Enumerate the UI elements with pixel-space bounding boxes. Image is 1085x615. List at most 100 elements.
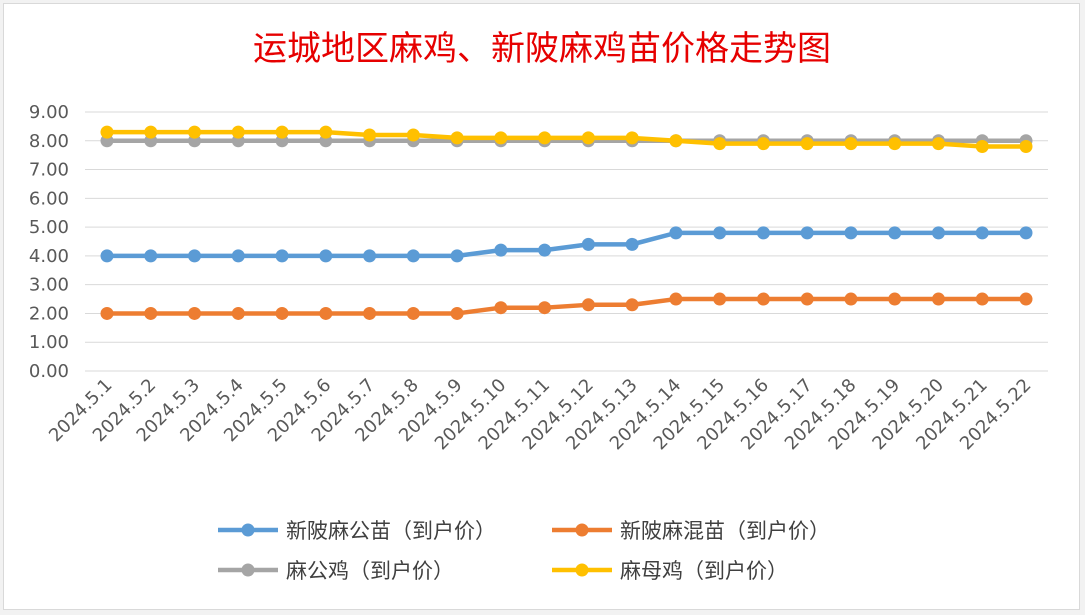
data-point (888, 226, 902, 240)
data-point (188, 125, 202, 139)
data-point (888, 292, 902, 306)
data-point (669, 292, 683, 306)
gridlines (85, 111, 1048, 372)
legend-swatch-marker (575, 563, 589, 577)
series-line (104, 129, 1029, 149)
series-line (104, 230, 1029, 259)
series-4 (100, 125, 1033, 154)
data-point (406, 249, 420, 263)
data-point (275, 306, 289, 320)
legend-swatch-marker (241, 563, 255, 577)
data-point (275, 249, 289, 263)
data-point (406, 306, 420, 320)
data-point (144, 249, 158, 263)
y-tick-label: 1.00 (29, 332, 69, 353)
data-point (581, 237, 595, 251)
data-point (669, 134, 683, 148)
data-point (888, 137, 902, 151)
data-point (931, 292, 945, 306)
data-point (1019, 292, 1033, 306)
data-point (975, 140, 989, 154)
data-point (363, 306, 377, 320)
chart-title: 运城地区麻鸡、新陂麻鸡苗价格走势图 (253, 29, 831, 69)
data-point (1019, 226, 1033, 240)
data-point (450, 249, 464, 263)
y-tick-label: 4.00 (29, 246, 69, 267)
data-point (931, 226, 945, 240)
data-point (319, 125, 333, 139)
x-axis-ticks: 2024.5.12024.5.22024.5.32024.5.42024.5.5… (45, 375, 1036, 455)
data-point (713, 226, 727, 240)
legend-swatch-marker (575, 523, 589, 537)
data-point (931, 137, 945, 151)
data-point (800, 226, 814, 240)
data-point (625, 237, 639, 251)
data-point (625, 131, 639, 145)
data-point (100, 249, 114, 263)
data-point (581, 298, 595, 312)
data-point (1019, 140, 1033, 154)
data-point (713, 137, 727, 151)
series-group (100, 125, 1033, 320)
legend-item: 麻公鸡（到户价） (218, 559, 454, 583)
y-tick-label: 9.00 (29, 102, 69, 123)
legend-item: 麻母鸡（到户价） (552, 559, 788, 583)
data-point (363, 128, 377, 142)
y-axis-ticks: 0.00 1.00 2.00 3.00 4.00 5.00 6.00 7.00 8.00 9.00 (29, 102, 69, 382)
data-point (756, 292, 770, 306)
data-point (144, 306, 158, 320)
legend-item: 新陂麻混苗（到户价） (552, 519, 830, 543)
legend-swatch-marker (241, 523, 255, 537)
data-point (538, 131, 552, 145)
data-point (844, 292, 858, 306)
data-point (975, 226, 989, 240)
legend-label: 新陂麻公苗（到户价） (286, 519, 496, 543)
data-point (625, 298, 639, 312)
data-point (713, 292, 727, 306)
data-point (231, 125, 245, 139)
data-point (406, 128, 420, 142)
legend-item: 新陂麻公苗（到户价） (218, 519, 496, 543)
data-point (494, 301, 508, 315)
y-tick-label: 8.00 (29, 131, 69, 152)
y-tick-label: 7.00 (29, 160, 69, 181)
data-point (975, 292, 989, 306)
series-1 (100, 226, 1033, 263)
legend-label: 麻公鸡（到户价） (286, 559, 454, 583)
data-point (144, 125, 158, 139)
data-point (581, 131, 595, 145)
data-point (494, 131, 508, 145)
data-point (494, 243, 508, 257)
data-point (319, 306, 333, 320)
series-2 (100, 292, 1033, 320)
data-point (756, 226, 770, 240)
data-point (231, 249, 245, 263)
data-point (669, 226, 683, 240)
legend-label: 新陂麻混苗（到户价） (620, 519, 830, 543)
data-point (100, 306, 114, 320)
data-point (100, 125, 114, 139)
data-point (800, 137, 814, 151)
series-line (104, 296, 1029, 316)
data-point (188, 249, 202, 263)
data-point (275, 125, 289, 139)
data-point (319, 249, 333, 263)
y-tick-label: 3.00 (29, 275, 69, 296)
data-point (363, 249, 377, 263)
y-tick-label: 5.00 (29, 217, 69, 238)
y-tick-label: 2.00 (29, 303, 69, 324)
y-tick-label: 0.00 (29, 361, 69, 382)
data-point (538, 243, 552, 257)
y-tick-label: 6.00 (29, 188, 69, 209)
data-point (844, 226, 858, 240)
data-point (538, 301, 552, 315)
legend: 新陂麻公苗（到户价） 新陂麻混苗（到户价） 麻公鸡（到户价） 麻母鸡（到户价） (218, 519, 830, 583)
data-point (756, 137, 770, 151)
data-point (450, 131, 464, 145)
data-point (450, 306, 464, 320)
data-point (800, 292, 814, 306)
data-point (231, 306, 245, 320)
data-point (188, 306, 202, 320)
legend-label: 麻母鸡（到户价） (620, 559, 788, 583)
